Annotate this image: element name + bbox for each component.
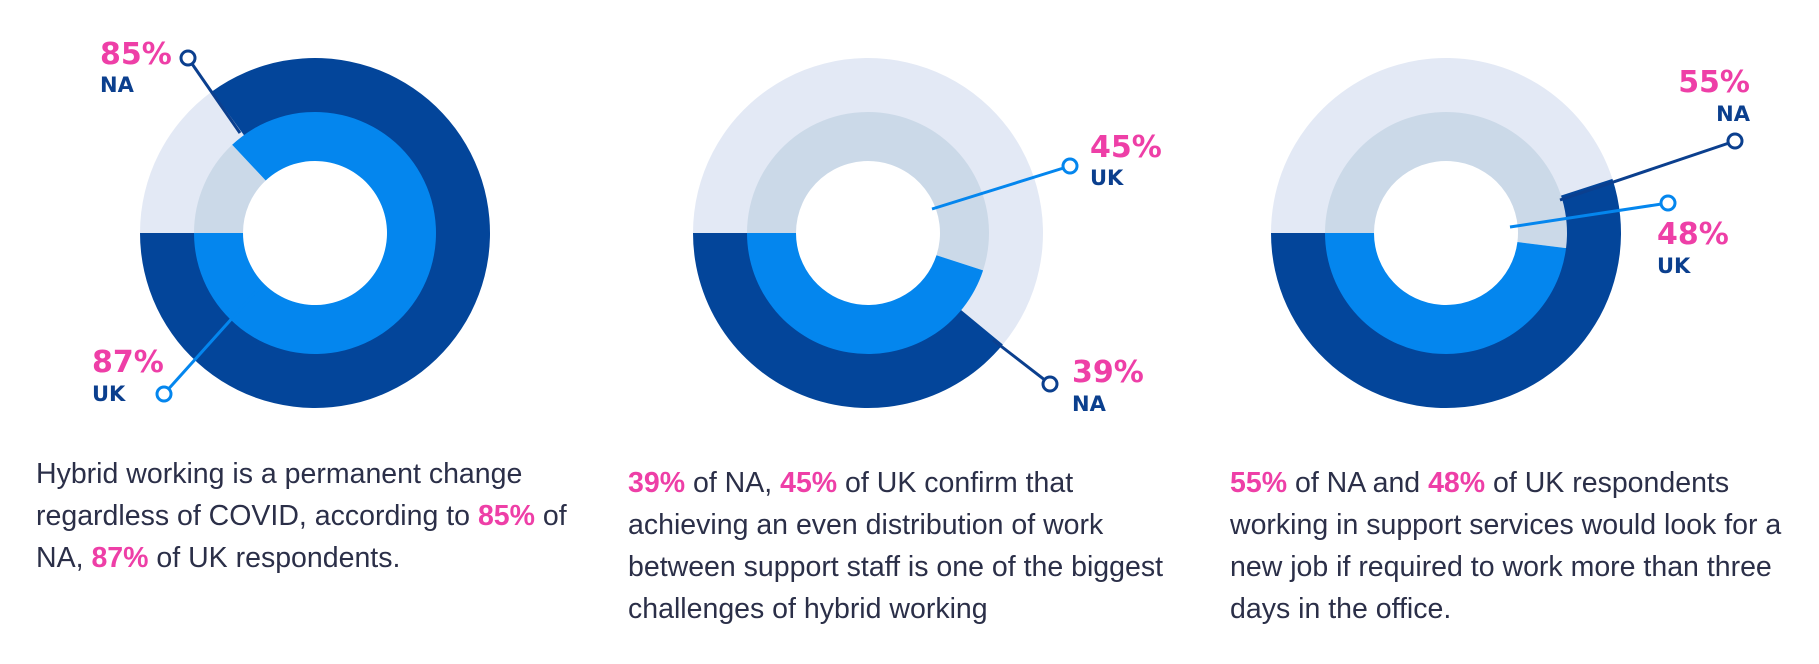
- data-label-value-na: 55%: [1678, 65, 1750, 100]
- caption-highlight: 48%: [1428, 467, 1486, 499]
- leader-dot-uk: [1061, 157, 1079, 175]
- caption-text: of UK confirm that achieving an even dis…: [628, 467, 1164, 625]
- caption-highlight: 55%: [1230, 467, 1288, 499]
- caption-chart-2: 39% of NA, 45% of UK confirm that achiev…: [628, 462, 1188, 630]
- donut-segment-uk-value: [1325, 233, 1567, 355]
- donut-segment-na-remainder: [693, 57, 1043, 345]
- caption-text: of UK respondents.: [148, 542, 401, 574]
- leader-line-uk: [162, 283, 264, 396]
- leader-line-na: [186, 57, 242, 134]
- caption-text: of NA,: [36, 500, 567, 574]
- leader-line-na: [1559, 139, 1736, 202]
- donut-segment-na-remainder: [140, 91, 245, 233]
- leader-dot-na: [1041, 375, 1059, 393]
- caption-highlight: 87%: [91, 542, 149, 574]
- leader-line-uk: [931, 164, 1071, 211]
- data-label-value-uk: 45%: [1090, 130, 1162, 165]
- leader-line-uk: [1509, 201, 1669, 229]
- data-label-series-uk: UK: [92, 382, 126, 406]
- caption-text: of UK respondents working in support ser…: [1230, 467, 1782, 625]
- data-label-series-na: NA: [100, 73, 135, 97]
- donut-chart-1: 85%NA 87%UK: [92, 37, 490, 408]
- donut-chart-2: 45%UK 39%NA: [693, 57, 1162, 416]
- leader-dot-na: [179, 49, 197, 67]
- data-label-series-uk: UK: [1657, 254, 1691, 278]
- data-label-series-na: NA: [1072, 392, 1107, 416]
- donut-segment-uk-remainder: [747, 111, 990, 271]
- data-label-value-uk: 87%: [92, 345, 164, 380]
- caption-highlight: 39%: [628, 467, 686, 499]
- caption-text: Hybrid working is a permanent change reg…: [36, 458, 523, 532]
- data-label-series-na: NA: [1716, 102, 1751, 126]
- leader-dot-uk: [1659, 194, 1677, 212]
- donut-segment-na-remainder: [1271, 57, 1613, 233]
- data-label-value-na: 39%: [1072, 355, 1144, 390]
- data-label-value-uk: 48%: [1657, 217, 1729, 252]
- leader-line-na: [992, 338, 1051, 386]
- caption-text: of NA,: [685, 467, 781, 499]
- caption-text: of NA and: [1287, 467, 1429, 499]
- caption-chart-1: Hybrid working is a permanent change reg…: [36, 453, 596, 579]
- caption-chart-3: 55% of NA and 48% of UK respondents work…: [1230, 462, 1810, 630]
- data-label-value-na: 85%: [100, 37, 172, 72]
- donut-chart-3: 55%NA 48%UK: [1271, 57, 1751, 408]
- donut-segment-na-value: [1271, 178, 1621, 408]
- caption-highlight: 45%: [780, 467, 838, 499]
- leader-dot-na: [1726, 132, 1744, 150]
- leader-dot-uk: [155, 385, 173, 403]
- donut-segment-na-value: [139, 57, 490, 408]
- donut-segment-uk-value: [747, 233, 984, 354]
- donut-segment-uk-remainder: [194, 144, 266, 233]
- donut-segment-na-value: [693, 233, 1003, 408]
- donut-segment-uk-remainder: [1325, 112, 1568, 249]
- caption-highlight: 85%: [477, 500, 535, 532]
- data-label-series-uk: UK: [1090, 166, 1124, 190]
